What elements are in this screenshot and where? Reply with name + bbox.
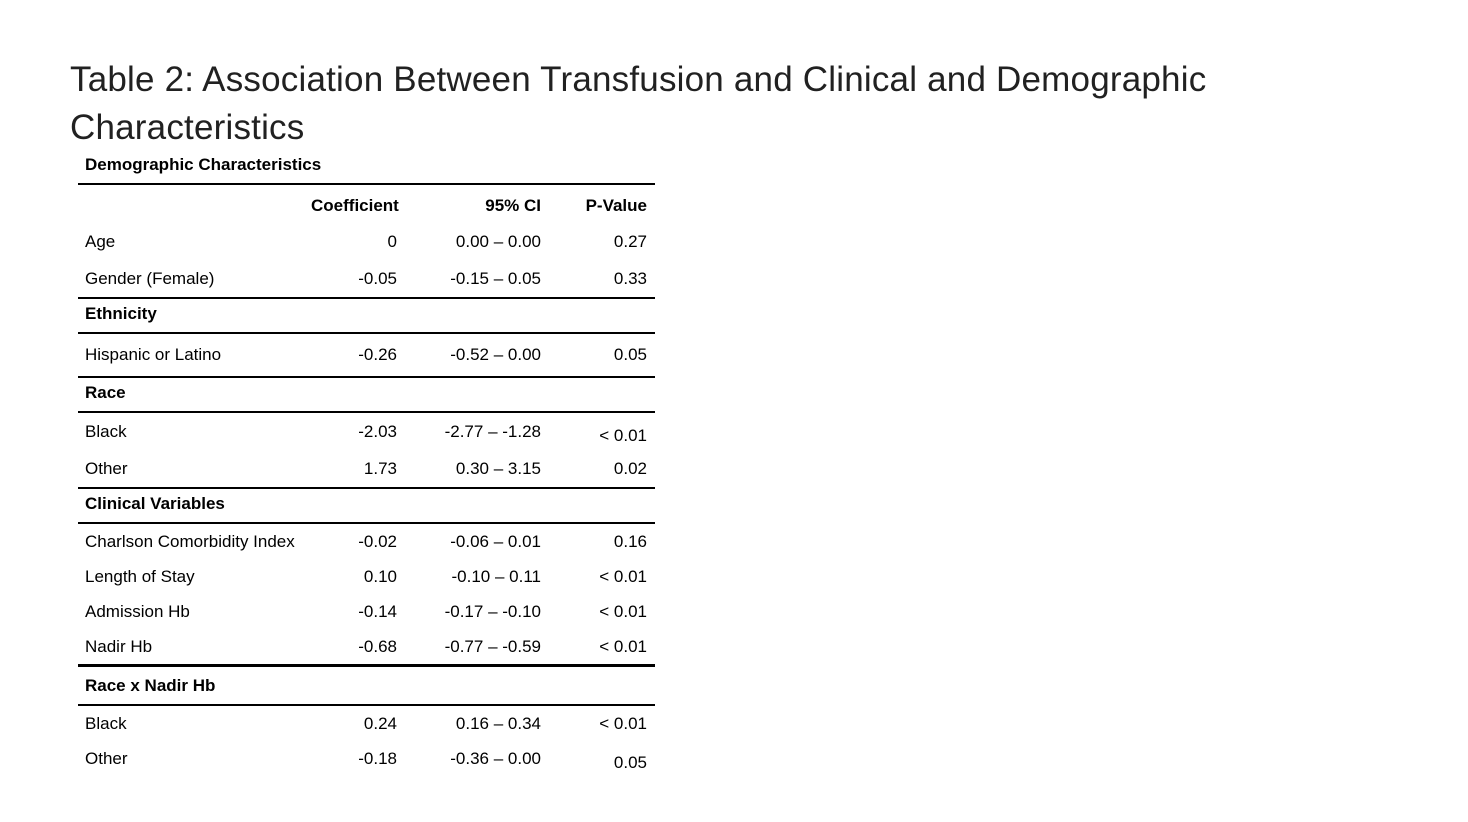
cell-ci: -0.17 – -0.10 (444, 601, 541, 621)
cell-pvalue: 0.16 (613, 531, 647, 551)
cell-ci: 0.30 – 3.15 (455, 458, 541, 478)
table-row: Other -0.18 -0.36 – 0.00 0.05 (78, 741, 655, 776)
cell-ci: -0.15 – 0.05 (450, 268, 541, 288)
cell-coefficient: -0.05 (358, 268, 397, 288)
section-header: Race x Nadir Hb (78, 667, 655, 706)
table-row: Gender (Female) -0.05 -0.15 – 0.05 0.33 (78, 260, 655, 297)
section-header: Clinical Variables (78, 489, 655, 524)
cell-pvalue: < 0.01 (599, 713, 647, 733)
cell-ci: -0.10 – 0.11 (451, 566, 541, 586)
table-row: Admission Hb -0.14 -0.17 – -0.10 < 0.01 (78, 594, 655, 629)
cell-label: Charlson Comorbidity Index (85, 531, 295, 551)
cell-coefficient: -0.02 (358, 531, 397, 551)
section-demographic-characteristics: Demographic Characteristics Coefficient … (78, 150, 655, 299)
section-header: Demographic Characteristics (78, 150, 655, 185)
cell-coefficient: 1.73 (363, 458, 397, 478)
table-row: Other 1.73 0.30 – 3.15 0.02 (78, 450, 655, 487)
cell-pvalue: < 0.01 (599, 566, 647, 586)
table-row: Black 0.24 0.16 – 0.34 < 0.01 (78, 706, 655, 741)
cell-ci: -0.06 – 0.01 (450, 531, 541, 551)
section-header: Ethnicity (78, 299, 655, 334)
cell-ci: -2.77 – -1.28 (444, 421, 541, 441)
table-row: Length of Stay 0.10 -0.10 – 0.11 < 0.01 (78, 559, 655, 594)
cell-label: Hispanic or Latino (85, 345, 222, 364)
cell-label: Other (85, 748, 128, 768)
cell-coefficient: 0 (387, 231, 397, 251)
table-row: Charlson Comorbidity Index -0.02 -0.06 –… (78, 524, 655, 559)
cell-pvalue: 0.05 (613, 752, 647, 772)
cell-label: Length of Stay (85, 566, 195, 586)
page-title-line2: Characteristics (70, 108, 305, 147)
cell-coefficient: 0.24 (363, 713, 397, 733)
cell-ci: -0.77 – -0.59 (444, 636, 541, 656)
table-row: Nadir Hb -0.68 -0.77 – -0.59 < 0.01 (78, 629, 655, 664)
page-title: Table 2: Association Between Transfusion… (70, 56, 1430, 152)
cell-pvalue: 0.33 (613, 268, 647, 288)
cell-label: Other (85, 458, 128, 478)
column-header-ci: 95% CI (485, 196, 541, 215)
cell-coefficient: 0.10 (363, 566, 397, 586)
page-title-line1: Table 2: Association Between Transfusion… (70, 60, 1207, 99)
section-clinical-variables: Clinical Variables Charlson Comorbidity … (78, 489, 655, 667)
cell-pvalue: < 0.01 (599, 636, 647, 656)
cell-label: Age (85, 231, 116, 251)
section-header: Race (78, 378, 655, 413)
cell-coefficient: -2.03 (358, 421, 397, 441)
cell-coefficient: -0.18 (358, 748, 397, 768)
cell-coefficient: -0.68 (358, 636, 397, 656)
cell-ci: -0.52 – 0.00 (450, 345, 541, 364)
cell-ci: 0.00 – 0.00 (455, 231, 541, 251)
cell-ci: 0.16 – 0.34 (455, 713, 541, 733)
section-race: Race Black -2.03 -2.77 – -1.28 < 0.01 Ot… (78, 378, 655, 489)
cell-pvalue: < 0.01 (599, 601, 647, 621)
cell-ci: -0.36 – 0.00 (450, 748, 541, 768)
cell-pvalue: 0.27 (613, 231, 647, 251)
table-row: Black -2.03 -2.77 – -1.28 < 0.01 (78, 413, 655, 450)
section-race-x-nadir-hb: Race x Nadir Hb Black 0.24 0.16 – 0.34 <… (78, 667, 655, 776)
cell-pvalue: < 0.01 (599, 425, 647, 445)
cell-label: Black (85, 421, 127, 441)
cell-label: Gender (Female) (85, 268, 215, 288)
table-row: Age 0 0.00 – 0.00 0.27 (78, 223, 655, 260)
results-table: Demographic Characteristics Coefficient … (78, 150, 655, 776)
cell-coefficient: -0.14 (358, 601, 397, 621)
cell-pvalue: 0.02 (613, 458, 647, 478)
table-row: Hispanic or Latino -0.26 -0.52 – 0.00 0.… (78, 334, 655, 376)
cell-pvalue: 0.05 (613, 345, 647, 364)
section-ethnicity: Ethnicity Hispanic or Latino -0.26 -0.52… (78, 299, 655, 378)
column-header-coefficient: Coefficient (311, 196, 399, 215)
cell-label: Nadir Hb (85, 636, 153, 656)
cell-label: Black (85, 713, 127, 733)
cell-label: Admission Hb (85, 601, 190, 621)
column-header-pvalue: P-Value (585, 196, 647, 215)
column-header-row: Coefficient 95% CI P-Value (78, 185, 655, 223)
cell-coefficient: -0.26 (358, 345, 397, 364)
